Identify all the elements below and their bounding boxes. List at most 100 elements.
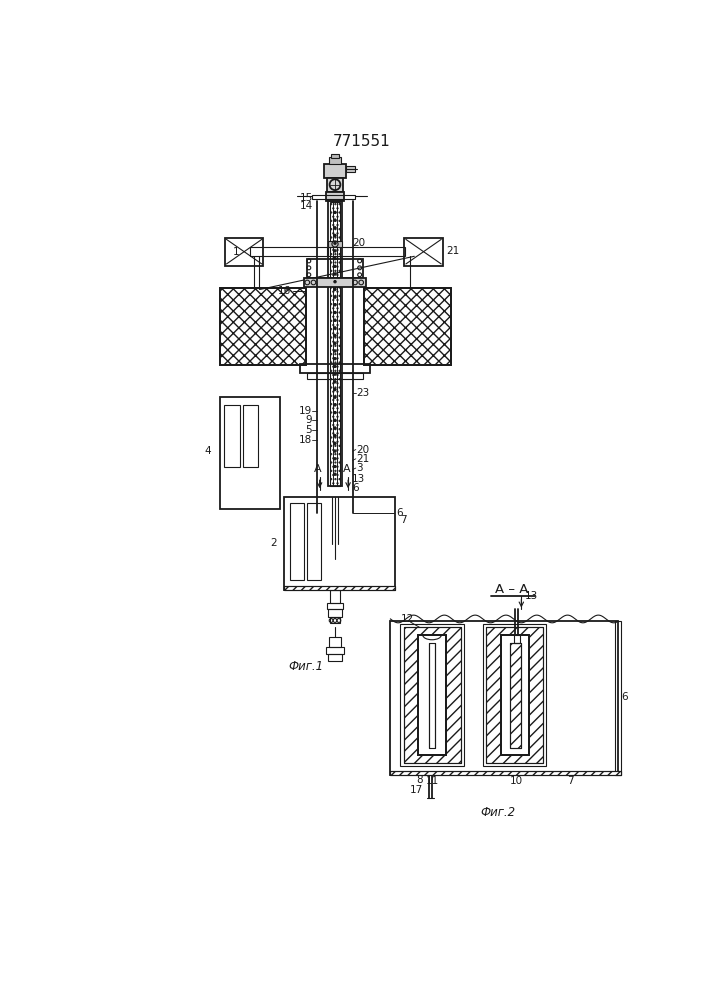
Bar — [364, 288, 450, 365]
Bar — [486, 627, 543, 763]
Bar — [328, 241, 342, 247]
Bar — [284, 586, 395, 590]
Circle shape — [334, 381, 336, 383]
Bar — [291, 503, 304, 580]
Text: 20: 20 — [352, 238, 365, 248]
Text: 13: 13 — [352, 474, 366, 484]
Bar — [331, 154, 339, 158]
Bar — [308, 259, 363, 278]
Circle shape — [334, 365, 336, 368]
Bar — [483, 624, 546, 766]
Circle shape — [334, 419, 336, 421]
Circle shape — [334, 342, 336, 344]
Bar — [390, 771, 621, 775]
Bar — [243, 405, 258, 467]
Circle shape — [334, 250, 336, 252]
Text: 17: 17 — [409, 785, 423, 795]
Circle shape — [334, 234, 336, 237]
Bar — [329, 637, 341, 647]
Bar — [325, 164, 346, 178]
Bar — [308, 373, 363, 379]
Bar — [304, 278, 366, 287]
Text: 5: 5 — [305, 425, 312, 435]
Text: A: A — [343, 464, 351, 474]
Bar — [501, 635, 529, 755]
Text: 3: 3 — [356, 463, 363, 473]
Bar — [219, 288, 305, 365]
Bar — [329, 617, 340, 623]
Text: 18: 18 — [298, 435, 312, 445]
Text: 8: 8 — [416, 775, 423, 785]
Text: 6: 6 — [396, 508, 402, 518]
Bar — [327, 178, 343, 192]
Bar — [284, 586, 395, 590]
Text: 20: 20 — [356, 445, 370, 455]
Text: 15: 15 — [300, 193, 312, 203]
Bar — [327, 603, 344, 609]
Bar — [225, 238, 264, 266]
Text: 7: 7 — [400, 515, 407, 525]
Text: Фиг.1: Фиг.1 — [288, 660, 323, 673]
Bar — [486, 627, 543, 763]
Bar — [308, 503, 321, 580]
Circle shape — [334, 273, 336, 275]
Text: 21: 21 — [356, 454, 370, 464]
Text: Фиг.2: Фиг.2 — [481, 806, 516, 820]
Circle shape — [334, 388, 336, 391]
Text: 7: 7 — [568, 776, 574, 786]
Bar — [329, 202, 340, 486]
Text: 21: 21 — [446, 246, 459, 256]
Circle shape — [334, 404, 336, 406]
Text: 6: 6 — [352, 483, 358, 493]
Text: 10: 10 — [510, 776, 523, 786]
Bar — [300, 364, 370, 373]
Text: 12: 12 — [402, 614, 414, 624]
Circle shape — [334, 465, 336, 468]
Text: 771551: 771551 — [333, 134, 391, 149]
Bar — [329, 157, 341, 164]
Bar — [400, 624, 464, 766]
Bar — [501, 635, 529, 755]
Bar — [312, 195, 355, 199]
Circle shape — [334, 327, 336, 329]
Text: 9: 9 — [305, 415, 312, 425]
Circle shape — [334, 257, 336, 260]
Circle shape — [334, 296, 336, 298]
Circle shape — [334, 373, 336, 375]
Bar — [404, 238, 443, 266]
Circle shape — [334, 242, 336, 244]
Bar — [219, 288, 305, 365]
Bar — [429, 643, 435, 748]
Text: 13: 13 — [525, 591, 537, 601]
Circle shape — [334, 427, 336, 429]
Bar — [364, 288, 450, 365]
Text: 2: 2 — [271, 538, 277, 548]
Bar — [224, 405, 240, 467]
Circle shape — [334, 304, 336, 306]
Circle shape — [334, 211, 336, 214]
Circle shape — [334, 288, 336, 291]
Bar — [329, 590, 340, 603]
Circle shape — [334, 450, 336, 452]
Bar — [328, 247, 405, 256]
Bar — [514, 635, 520, 643]
Circle shape — [334, 435, 336, 437]
Circle shape — [334, 227, 336, 229]
Bar — [328, 201, 342, 486]
Circle shape — [334, 319, 336, 321]
Bar — [328, 654, 342, 661]
Bar — [346, 166, 355, 172]
Circle shape — [334, 219, 336, 221]
Circle shape — [334, 334, 336, 337]
Circle shape — [334, 396, 336, 398]
Text: A – A: A – A — [496, 583, 529, 596]
Circle shape — [334, 350, 336, 352]
Circle shape — [334, 358, 336, 360]
Circle shape — [334, 265, 336, 267]
Bar — [404, 627, 460, 763]
Bar — [418, 635, 446, 755]
Bar — [510, 643, 520, 748]
Bar — [614, 620, 621, 774]
Circle shape — [334, 458, 336, 460]
Text: 11: 11 — [426, 776, 438, 786]
